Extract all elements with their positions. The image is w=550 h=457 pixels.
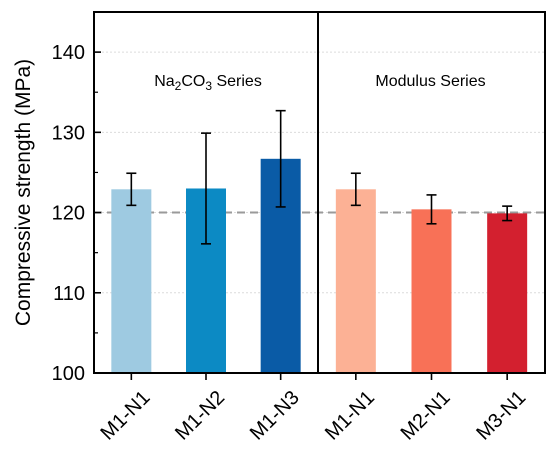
y-tick-label: 130: [52, 122, 85, 144]
error-bars: [126, 109, 513, 245]
bars: [111, 158, 528, 373]
x-tick-label: M1-N1: [321, 387, 379, 445]
y-axis-title: Compressive strength (MPa): [12, 59, 35, 326]
bar: [411, 209, 452, 373]
y-tick-label: 110: [53, 283, 85, 305]
x-tick-label: M2-N1: [397, 387, 455, 445]
y-tick-label: 100: [52, 363, 85, 385]
x-tick-label: M3-N1: [472, 387, 530, 445]
y-tick-label: 140: [52, 42, 85, 64]
plot-frame: [93, 11, 546, 374]
x-tick-label: M1-N3: [246, 387, 304, 445]
y-axis-ticks: 100 110 120 130 140: [52, 11, 101, 385]
x-tick-label: M1-N1: [96, 387, 154, 445]
x-tick-label: M1-N2: [171, 387, 229, 445]
panel-title-modulus: Modulus Series: [375, 73, 485, 90]
bar: [111, 189, 152, 373]
bar: [335, 189, 376, 373]
bar: [487, 213, 528, 373]
x-axis-ticks: M1-N1 M1-N2 M1-N3 M1-N1 M2-N1 M3-N1: [96, 373, 530, 445]
y-tick-label: 120: [52, 203, 85, 225]
panel-title-na2co3: Na2CO3 Series: [154, 73, 262, 93]
